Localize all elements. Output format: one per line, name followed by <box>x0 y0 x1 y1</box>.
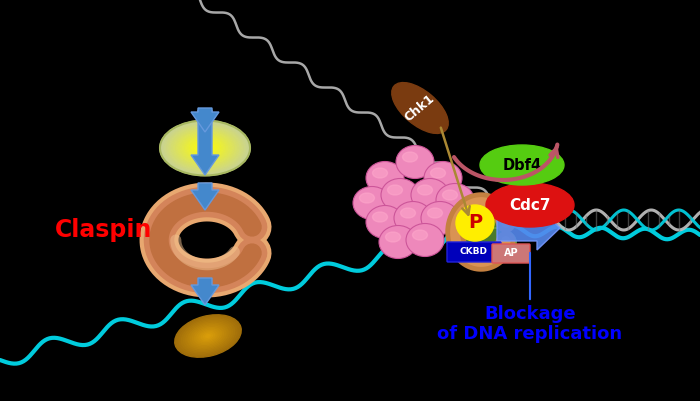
Ellipse shape <box>179 318 237 354</box>
Ellipse shape <box>181 133 230 163</box>
Ellipse shape <box>187 137 223 159</box>
Ellipse shape <box>174 129 237 167</box>
Ellipse shape <box>200 145 209 151</box>
Text: P: P <box>468 213 482 233</box>
Ellipse shape <box>177 316 239 356</box>
Ellipse shape <box>396 146 434 178</box>
Ellipse shape <box>193 326 223 346</box>
Ellipse shape <box>381 178 419 211</box>
Ellipse shape <box>442 190 458 200</box>
Ellipse shape <box>192 140 218 156</box>
FancyBboxPatch shape <box>447 242 501 262</box>
FancyBboxPatch shape <box>492 244 530 263</box>
Ellipse shape <box>160 120 250 176</box>
Ellipse shape <box>406 223 444 257</box>
Ellipse shape <box>366 162 404 194</box>
Ellipse shape <box>471 209 513 237</box>
Text: Dbf4: Dbf4 <box>503 158 542 172</box>
Ellipse shape <box>379 225 417 259</box>
Text: AP: AP <box>504 249 518 259</box>
Ellipse shape <box>474 228 516 256</box>
Ellipse shape <box>360 193 374 203</box>
Ellipse shape <box>167 125 244 171</box>
Ellipse shape <box>169 126 241 170</box>
Ellipse shape <box>188 323 228 349</box>
Ellipse shape <box>386 232 400 242</box>
Ellipse shape <box>183 134 228 162</box>
Ellipse shape <box>176 130 234 166</box>
Ellipse shape <box>195 328 221 344</box>
Ellipse shape <box>428 208 442 218</box>
Ellipse shape <box>199 330 217 342</box>
Ellipse shape <box>372 212 388 222</box>
Ellipse shape <box>164 123 246 173</box>
Ellipse shape <box>178 132 232 164</box>
Ellipse shape <box>197 329 219 343</box>
Text: Claspin: Claspin <box>55 218 153 242</box>
Ellipse shape <box>172 128 239 169</box>
Ellipse shape <box>411 178 449 211</box>
Ellipse shape <box>456 205 494 241</box>
Ellipse shape <box>402 152 417 162</box>
Ellipse shape <box>181 319 235 353</box>
Polygon shape <box>191 110 219 175</box>
Ellipse shape <box>392 83 448 134</box>
Ellipse shape <box>400 208 416 218</box>
Ellipse shape <box>480 145 564 185</box>
Ellipse shape <box>421 201 459 235</box>
Polygon shape <box>191 108 219 132</box>
Ellipse shape <box>486 183 574 227</box>
Ellipse shape <box>417 185 433 195</box>
Ellipse shape <box>196 142 214 154</box>
Ellipse shape <box>353 186 391 219</box>
Ellipse shape <box>372 168 388 178</box>
Polygon shape <box>191 278 219 305</box>
Ellipse shape <box>388 185 402 195</box>
Ellipse shape <box>175 315 242 357</box>
Ellipse shape <box>412 230 428 240</box>
Ellipse shape <box>394 201 432 235</box>
Ellipse shape <box>203 147 207 150</box>
Text: Chk1: Chk1 <box>402 92 438 124</box>
Ellipse shape <box>183 320 232 352</box>
Text: Cdc7: Cdc7 <box>510 198 551 213</box>
Ellipse shape <box>436 184 474 217</box>
Ellipse shape <box>198 144 211 152</box>
Ellipse shape <box>451 234 493 262</box>
Ellipse shape <box>189 138 220 158</box>
Text: CKBD: CKBD <box>460 247 488 257</box>
Ellipse shape <box>206 334 210 337</box>
Ellipse shape <box>424 162 462 194</box>
Polygon shape <box>191 183 219 210</box>
Ellipse shape <box>186 322 230 350</box>
Text: of DNA replication: of DNA replication <box>438 325 622 343</box>
Ellipse shape <box>451 201 493 229</box>
Ellipse shape <box>202 332 215 340</box>
Ellipse shape <box>162 122 248 174</box>
Ellipse shape <box>204 333 212 339</box>
Polygon shape <box>497 206 560 250</box>
Ellipse shape <box>194 141 216 155</box>
Ellipse shape <box>461 218 503 246</box>
Ellipse shape <box>430 168 445 178</box>
Text: Blockage: Blockage <box>484 305 576 323</box>
Ellipse shape <box>190 325 225 347</box>
Ellipse shape <box>366 205 404 239</box>
Ellipse shape <box>185 136 225 160</box>
